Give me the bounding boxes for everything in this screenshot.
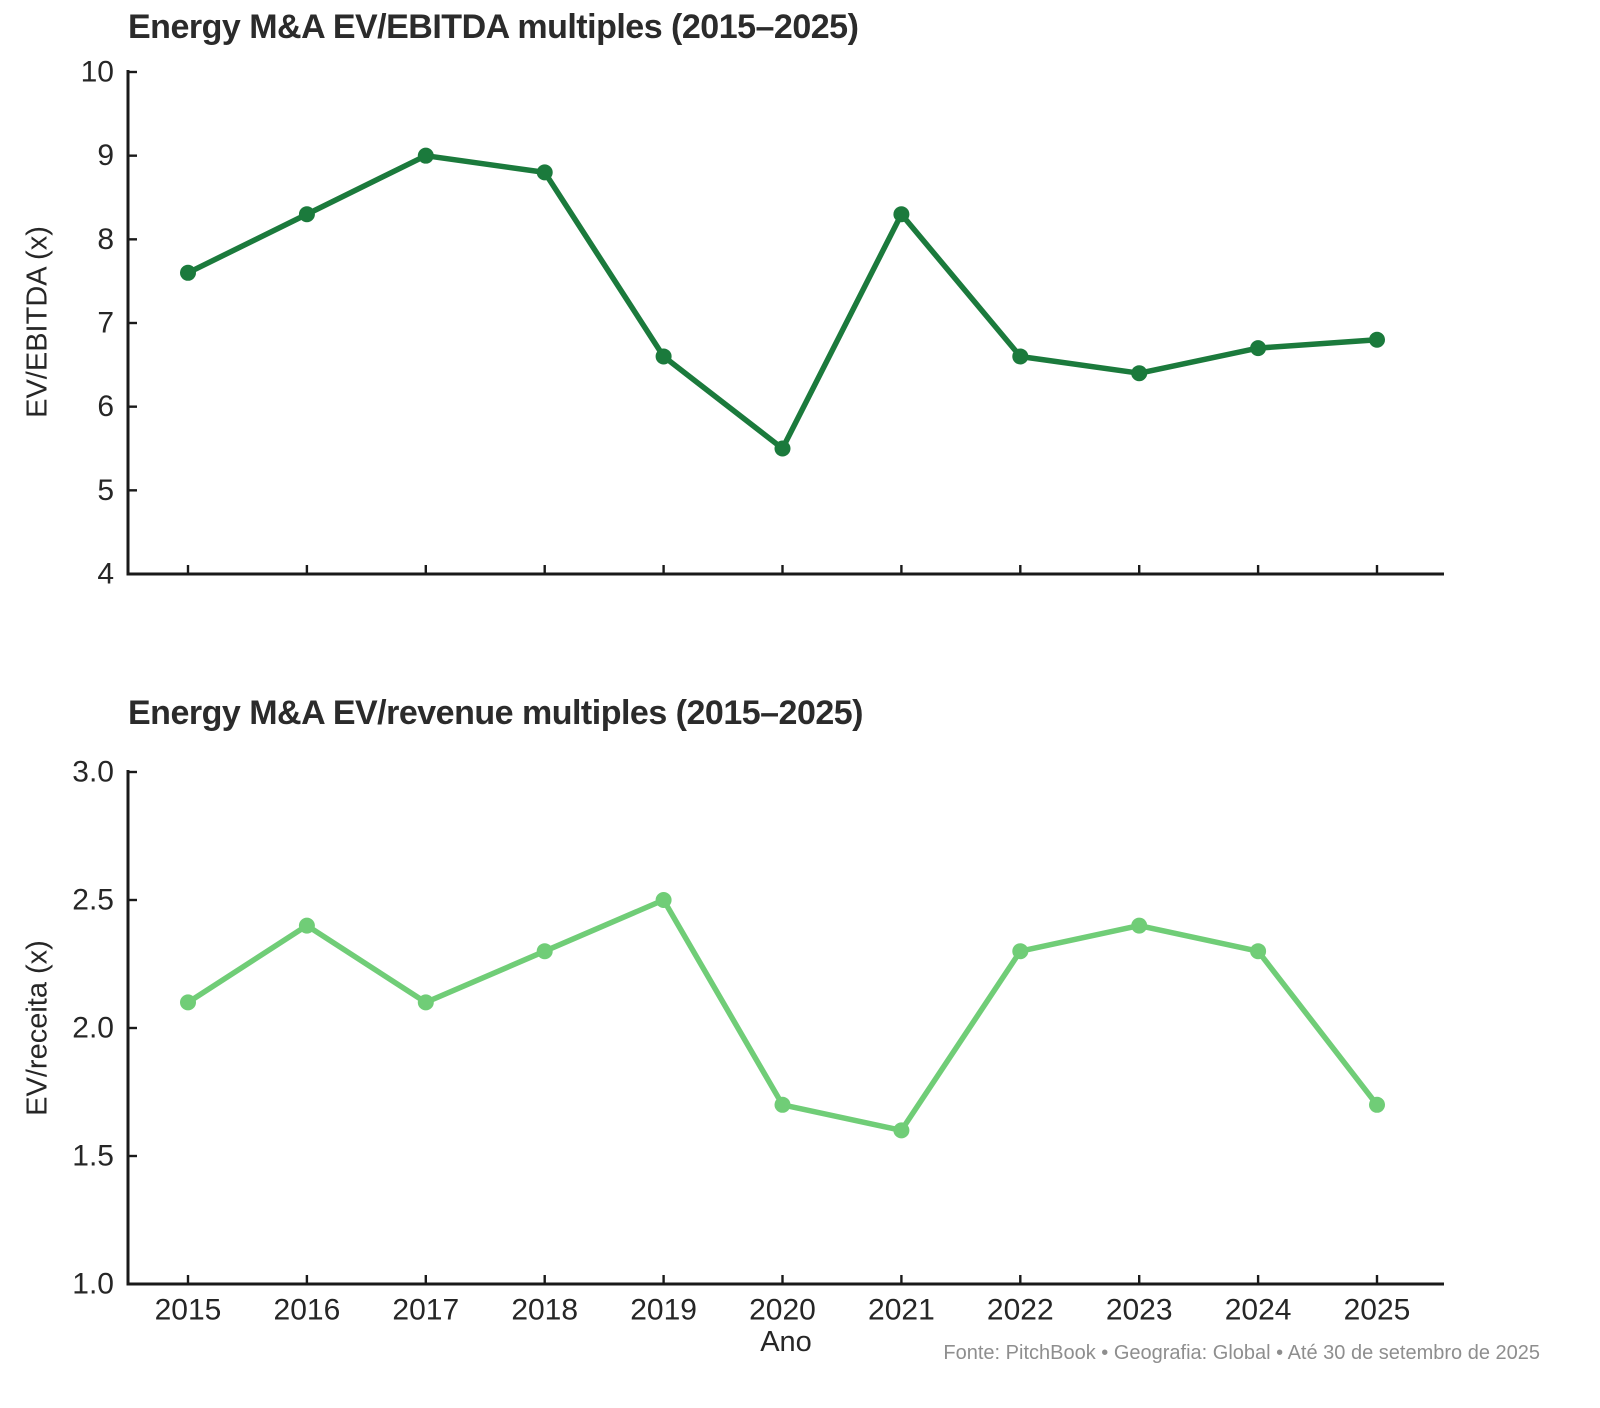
y-tick-label: 10 [81,56,114,89]
x-tick-label: 2016 [274,1294,341,1327]
ebitda-chart-title: Energy M&A EV/EBITDA multiples (2015–202… [128,8,859,46]
x-axis-label-ano: Ano [760,1326,812,1358]
data-point-marker [180,264,196,281]
y-tick-label: 7 [97,307,114,340]
x-tick-label: 2023 [1106,1294,1173,1327]
data-point-marker [1369,1096,1385,1113]
data-point-marker [893,1122,910,1139]
data-point-marker [1131,917,1148,934]
data-point-marker [180,994,196,1011]
y-tick-label: 4 [97,558,114,591]
x-tick-label: 2024 [1225,1294,1292,1327]
ev-revenue-chart: 3.0 2.5 2.0 1.5 1.0 2015 2016 2017 2018 2019 2020 2… [72,756,1444,1327]
data-point-marker [1012,943,1029,960]
y-tick-label: 8 [97,223,114,256]
data-point-marker [298,206,315,223]
data-point-marker [655,348,672,365]
line-series-EV/EBITDA [185,152,1380,452]
data-point-marker [1131,365,1148,382]
ebitda-y-axis-label: EV/EBITDA (x) [21,226,54,418]
y-tick-label: 3.0 [72,756,114,789]
revenue-y-axis-label: EV/receita (x) [21,940,54,1116]
x-tick-label: 2018 [511,1294,578,1327]
data-point-marker [893,206,910,223]
y-tick-label: 9 [97,139,114,172]
data-point-marker [1012,348,1029,365]
x-tick-label: 2021 [868,1294,935,1327]
data-point-marker [298,917,315,934]
x-tick-label: 2020 [749,1294,816,1327]
data-point-marker [417,994,434,1011]
y-tick-label: 6 [97,390,114,423]
y-tick-label: 5 [97,474,114,507]
x-tick-label: 2019 [630,1294,697,1327]
y-tick-label: 1.0 [72,1268,114,1301]
x-tick-label: 2017 [392,1294,459,1327]
data-point-marker [774,1096,791,1113]
ev-ebitda-chart: 10 9 8 7 6 5 4 [81,56,1444,591]
data-point-marker [1369,331,1385,348]
data-point-marker [1250,943,1267,960]
y-tick-label: 2.0 [72,1012,114,1045]
data-point-marker [417,147,434,164]
data-point-marker [774,440,791,457]
source-footer-note: Fonte: PitchBook • Geografia: Global • A… [943,1342,1540,1364]
data-point-marker [655,892,672,908]
y-tick-label: 2.5 [72,884,114,917]
x-tick-label: 2025 [1344,1294,1411,1327]
x-tick-label: 2015 [155,1294,222,1327]
data-point-marker [1250,340,1267,357]
line-series-EV/receita [185,897,1380,1134]
y-tick-label: 1.5 [72,1140,114,1173]
data-point-marker [536,943,553,960]
revenue-chart-title: Energy M&A EV/revenue multiples (2015–20… [128,694,864,732]
data-point-marker [536,164,553,181]
x-tick-label: 2022 [987,1294,1054,1327]
